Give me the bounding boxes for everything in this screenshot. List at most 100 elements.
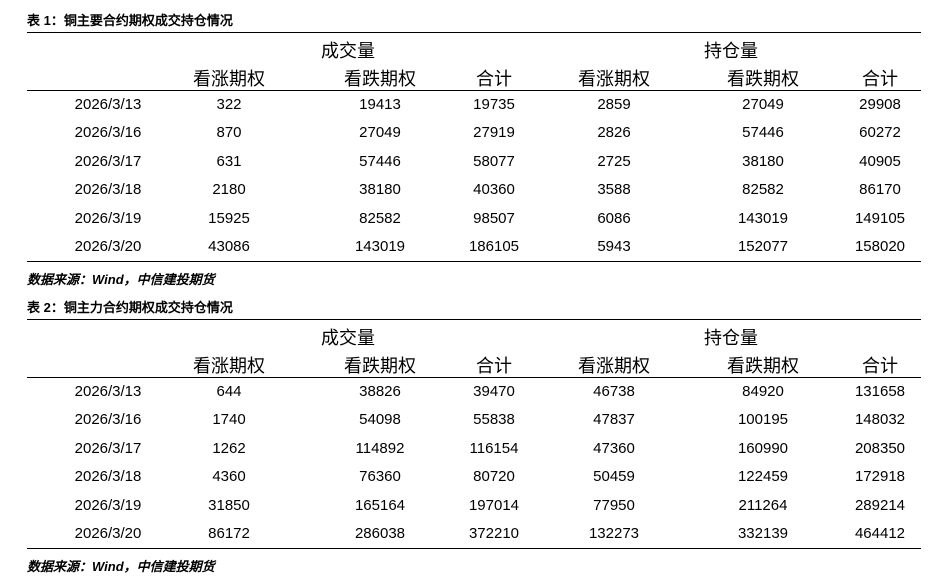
- header-rule: [27, 377, 921, 378]
- table-cell: 143019: [737, 209, 789, 227]
- table-cell: 27919: [473, 124, 515, 142]
- header-rule: [27, 90, 921, 91]
- table-cell: 57446: [359, 152, 401, 170]
- table-cell: 6086: [597, 209, 631, 227]
- table-cell: 116154: [469, 439, 519, 457]
- table-bottom-rule: [27, 261, 921, 262]
- table-cell: 29908: [859, 96, 901, 113]
- table-cell: 131658: [854, 383, 906, 400]
- row-date: 2026/3/17: [74, 439, 142, 457]
- table-cell: 19413: [359, 96, 401, 113]
- row-date: 2026/3/16: [74, 124, 142, 142]
- column-header: 看涨期权: [578, 356, 650, 376]
- table-cell: 1262: [212, 439, 246, 457]
- table-cell: 289214: [854, 496, 906, 514]
- table-cell: 143019: [354, 238, 406, 255]
- table-top-rule: [27, 319, 921, 320]
- table-cell: 54098: [359, 411, 401, 429]
- table-caption: 表 1：铜主要合约期权成交持仓情况: [27, 13, 233, 28]
- table-cell: 2859: [597, 96, 631, 113]
- group-header: 成交量: [321, 41, 375, 61]
- table-cell: 114892: [355, 439, 405, 457]
- table-cell: 57446: [742, 124, 784, 142]
- row-date: 2026/3/16: [74, 411, 142, 429]
- table-cell: 870: [216, 124, 242, 142]
- column-header: 看涨期权: [578, 69, 650, 89]
- table-cell: 160990: [737, 439, 789, 457]
- table-cell: 4360: [212, 468, 246, 486]
- row-date: 2026/3/13: [74, 96, 142, 113]
- row-date: 2026/3/13: [74, 383, 142, 400]
- table-cell: 152077: [737, 238, 789, 255]
- table-cell: 2725: [597, 152, 631, 170]
- table-cell: 86172: [208, 525, 250, 542]
- table-cell: 122459: [737, 468, 789, 486]
- group-header: 成交量: [321, 328, 375, 348]
- table-cell: 55838: [473, 411, 515, 429]
- table-cell: 165164: [354, 496, 406, 514]
- table-cell: 47360: [593, 439, 635, 457]
- table-cell: 19735: [473, 96, 515, 113]
- table-cell: 50459: [593, 468, 635, 486]
- row-date: 2026/3/18: [74, 468, 142, 486]
- column-header: 看跌期权: [727, 356, 799, 376]
- row-date: 2026/3/18: [74, 181, 142, 199]
- table-cell: 100195: [737, 411, 789, 429]
- column-header: 看跌期权: [727, 69, 799, 89]
- table-cell: 98507: [473, 209, 515, 227]
- column-header: 看涨期权: [193, 356, 265, 376]
- table-cell: 31850: [208, 496, 250, 514]
- table-cell: 149105: [854, 209, 906, 227]
- table-cell: 172918: [854, 468, 906, 486]
- table-cell: 148032: [854, 411, 906, 429]
- row-date: 2026/3/20: [74, 525, 142, 542]
- row-date: 2026/3/19: [74, 496, 142, 514]
- group-header: 持仓量: [704, 328, 758, 348]
- table-cell: 76360: [359, 468, 401, 486]
- table-cell: 1740: [212, 411, 246, 429]
- table-cell: 132273: [588, 525, 640, 542]
- table-cell: 82582: [359, 209, 401, 227]
- table-bottom-rule: [27, 548, 921, 549]
- table-top-rule: [27, 32, 921, 33]
- table-cell: 5943: [597, 238, 631, 255]
- row-date: 2026/3/17: [74, 152, 142, 170]
- table-cell: 82582: [742, 181, 784, 199]
- column-header: 合计: [476, 356, 512, 376]
- table-cell: 27049: [359, 124, 401, 142]
- table-cell: 46738: [593, 383, 635, 400]
- row-date: 2026/3/19: [74, 209, 142, 227]
- table-cell: 158020: [854, 238, 906, 255]
- table-cell: 631: [216, 152, 242, 170]
- table-caption: 表 2：铜主力合约期权成交持仓情况: [27, 300, 233, 315]
- table-cell: 3588: [597, 181, 631, 199]
- table-cell: 322: [216, 96, 242, 113]
- table-cell: 211264: [738, 496, 788, 514]
- table-cell: 372210: [468, 525, 520, 542]
- table-cell: 80720: [473, 468, 515, 486]
- table-cell: 644: [216, 383, 242, 400]
- table-cell: 84920: [742, 383, 784, 400]
- table-cell: 43086: [208, 238, 250, 255]
- table-cell: 38826: [359, 383, 401, 400]
- table-cell: 186105: [468, 238, 520, 255]
- row-date: 2026/3/20: [74, 238, 142, 255]
- source-note: 数据来源：Wind，中信建投期货: [27, 272, 215, 287]
- table-cell: 464412: [854, 525, 906, 542]
- table-cell: 47837: [593, 411, 635, 429]
- group-header: 持仓量: [704, 41, 758, 61]
- column-header: 看跌期权: [344, 69, 416, 89]
- table-cell: 15925: [208, 209, 250, 227]
- table-cell: 40360: [473, 181, 515, 199]
- table-cell: 208350: [854, 439, 906, 457]
- table-cell: 197014: [468, 496, 520, 514]
- table-cell: 27049: [742, 96, 784, 113]
- column-header: 合计: [862, 356, 898, 376]
- column-header: 合计: [862, 69, 898, 89]
- table-cell: 39470: [473, 383, 515, 400]
- table-cell: 332139: [737, 525, 789, 542]
- table-cell: 2180: [212, 181, 246, 199]
- column-header: 看涨期权: [193, 69, 265, 89]
